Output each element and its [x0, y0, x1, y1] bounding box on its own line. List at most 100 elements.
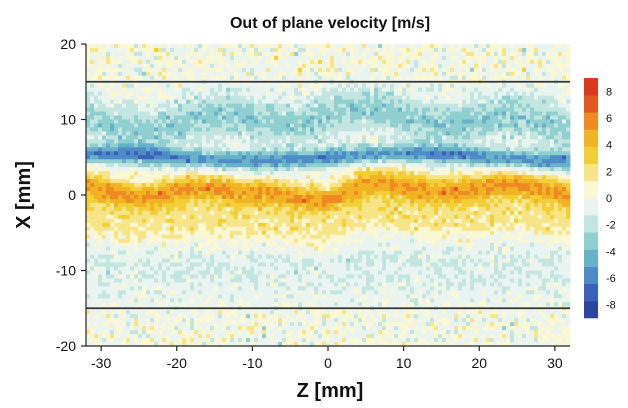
heatmap-cell	[498, 47, 503, 53]
heatmap-cell	[202, 206, 207, 212]
heatmap-cell	[430, 179, 435, 184]
heatmap-cell	[302, 147, 307, 152]
heatmap-cell	[178, 198, 183, 204]
heatmap-cell	[146, 99, 151, 104]
heatmap-cell	[490, 202, 495, 208]
heatmap-cell	[454, 63, 459, 69]
heatmap-cell	[414, 179, 419, 184]
heatmap-cell	[230, 67, 235, 73]
heatmap-cell	[206, 202, 211, 208]
heatmap-cell	[218, 202, 223, 208]
heatmap-cell	[414, 143, 419, 148]
heatmap-cell	[310, 135, 315, 140]
heatmap-cell	[106, 195, 111, 200]
heatmap-cell	[110, 51, 115, 57]
heatmap-cell	[198, 115, 203, 120]
heatmap-cell	[178, 151, 183, 156]
heatmap-cell	[334, 139, 339, 144]
heatmap-cell	[350, 183, 355, 188]
heatmap-cell	[410, 91, 415, 97]
heatmap-cell	[530, 127, 535, 132]
heatmap-cell	[98, 206, 103, 212]
heatmap-cell	[410, 44, 415, 49]
heatmap-cell	[374, 55, 379, 61]
heatmap-cell	[98, 103, 103, 108]
heatmap-cell	[402, 111, 407, 116]
heatmap-cell	[374, 179, 379, 184]
heatmap-cell	[270, 159, 275, 164]
heatmap-cell	[510, 123, 515, 128]
heatmap-cell	[238, 159, 243, 164]
heatmap-cell	[322, 51, 327, 57]
heatmap-cell	[338, 47, 343, 53]
heatmap-cell	[198, 111, 203, 116]
heatmap-cell	[438, 202, 443, 208]
heatmap-cell	[362, 131, 367, 136]
heatmap-cell	[410, 135, 415, 140]
heatmap-cell	[318, 202, 323, 208]
heatmap-cell	[266, 151, 271, 156]
heatmap-cell	[298, 75, 303, 81]
heatmap-cell	[554, 175, 559, 180]
heatmap-cell	[206, 163, 211, 168]
heatmap-cell	[226, 159, 231, 164]
heatmap-cell	[366, 99, 371, 104]
heatmap-cell	[98, 123, 103, 128]
heatmap-cell	[322, 55, 327, 61]
heatmap-cell	[130, 111, 135, 116]
heatmap-cell	[334, 99, 339, 104]
heatmap-cell	[326, 179, 331, 184]
heatmap-cell	[258, 115, 263, 120]
heatmap-cell	[382, 147, 387, 152]
heatmap-cell	[126, 59, 131, 65]
heatmap-cell	[362, 198, 367, 204]
heatmap-cell	[94, 111, 99, 116]
heatmap-cell	[542, 187, 547, 192]
heatmap-cell	[206, 95, 211, 101]
heatmap-cell	[154, 139, 159, 144]
heatmap-cell	[558, 139, 563, 144]
heatmap-cell	[454, 55, 459, 61]
heatmap-cell	[406, 119, 411, 124]
heatmap-cell	[486, 111, 491, 116]
heatmap-cell	[446, 111, 451, 116]
heatmap-cell	[138, 67, 143, 73]
heatmap-cell	[318, 107, 323, 112]
heatmap-cell	[522, 55, 527, 61]
heatmap-cell	[358, 187, 363, 192]
heatmap-cell	[190, 87, 195, 93]
heatmap-cell	[94, 135, 99, 140]
heatmap-cell	[154, 195, 159, 200]
heatmap-cell	[174, 55, 179, 61]
heatmap-cell	[242, 187, 247, 192]
heatmap-cell	[306, 171, 311, 176]
heatmap-cell	[458, 44, 463, 49]
heatmap-cell	[234, 111, 239, 116]
heatmap-cell	[282, 163, 287, 168]
heatmap-cell	[90, 123, 95, 128]
heatmap-cell	[254, 127, 259, 132]
heatmap-cell	[230, 71, 235, 77]
heatmap-cell	[338, 179, 343, 184]
heatmap-cell	[346, 171, 351, 176]
heatmap-cell	[234, 71, 239, 77]
heatmap-cell	[470, 75, 475, 81]
heatmap-cell	[130, 119, 135, 124]
heatmap-cell	[290, 198, 295, 204]
heatmap-cell	[110, 75, 115, 81]
heatmap-cell	[186, 175, 191, 180]
heatmap-cell	[202, 99, 207, 104]
heatmap-cell	[178, 95, 183, 101]
heatmap-cell	[186, 115, 191, 120]
heatmap-cell	[438, 91, 443, 97]
heatmap-cell	[334, 159, 339, 164]
heatmap-cell	[338, 115, 343, 120]
heatmap-cell	[502, 87, 507, 93]
heatmap-cell	[218, 159, 223, 164]
heatmap-cell	[362, 111, 367, 116]
heatmap-cell	[110, 131, 115, 136]
heatmap-cell	[498, 123, 503, 128]
heatmap-cell	[242, 198, 247, 204]
heatmap-cell	[294, 143, 299, 148]
heatmap-cell	[458, 202, 463, 208]
